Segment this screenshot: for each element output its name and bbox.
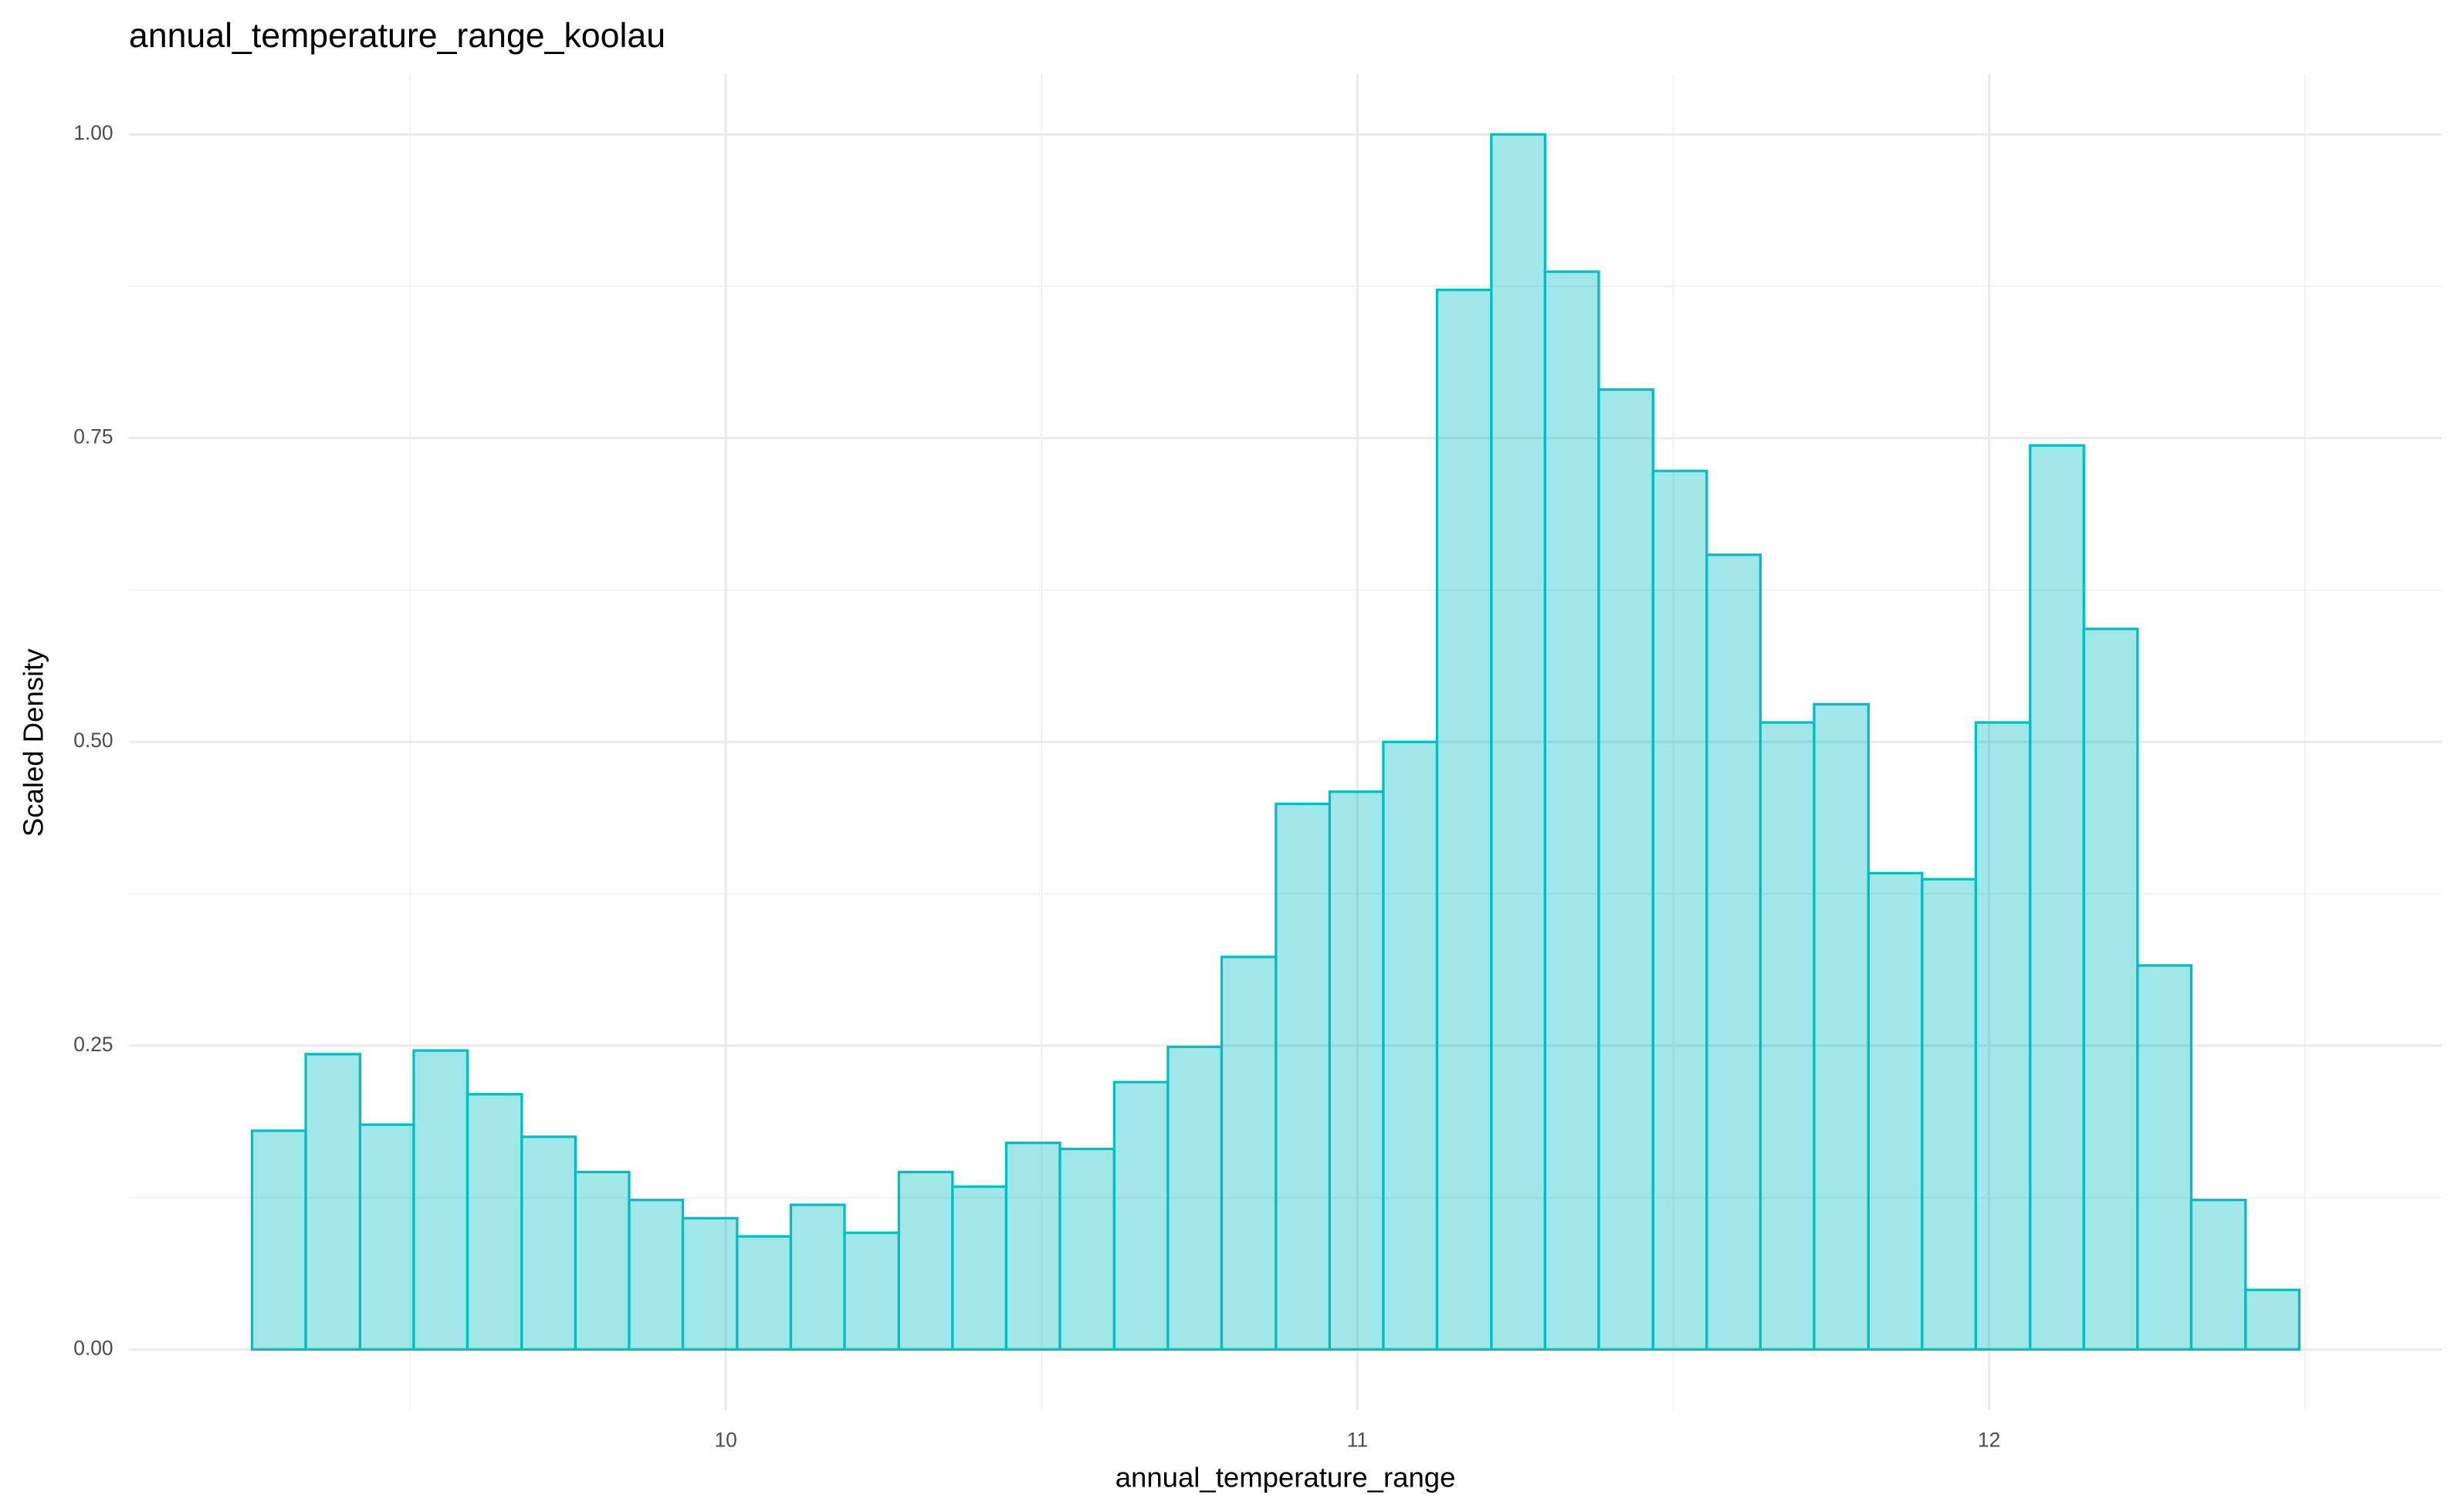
bar	[304, 1053, 361, 1351]
bar	[1921, 878, 1978, 1351]
y-axis-title: Scaled Density	[17, 648, 49, 837]
bar	[1597, 388, 1654, 1351]
bar	[250, 1129, 307, 1351]
bar	[681, 1216, 739, 1351]
x-axis-title: annual_temperature_range	[1116, 1462, 1456, 1493]
chart-title: annual_temperature_range_koolau	[129, 17, 665, 55]
bar	[1112, 1081, 1170, 1351]
bar	[1974, 721, 2032, 1351]
bar	[574, 1170, 631, 1351]
y-tick-label: 0.00	[73, 1336, 113, 1359]
y-tick-label: 0.25	[73, 1033, 113, 1056]
x-tick-label: 10	[714, 1429, 736, 1452]
y-tick-label: 0.75	[73, 425, 113, 448]
bar	[1275, 802, 1331, 1351]
bar	[2244, 1288, 2301, 1351]
bar	[951, 1185, 1008, 1351]
bar	[897, 1170, 954, 1351]
bar	[1651, 469, 1708, 1351]
bar	[1004, 1142, 1061, 1351]
bar	[1220, 956, 1278, 1351]
bar	[1543, 270, 1600, 1351]
bar	[1490, 133, 1546, 1351]
labels: 10 11 12 0.00 0.25 0.50 0.75 1.00	[73, 121, 2000, 1452]
bar	[2029, 444, 2085, 1351]
bar	[1058, 1147, 1116, 1351]
bar	[358, 1123, 415, 1351]
bar	[2189, 1199, 2247, 1351]
bars	[250, 133, 2301, 1351]
bar	[789, 1203, 846, 1351]
bar	[1867, 871, 1924, 1351]
x-tick-label: 11	[1347, 1429, 1368, 1452]
y-tick-label: 1.00	[73, 121, 113, 144]
bar	[1759, 721, 1816, 1351]
bar	[520, 1135, 577, 1351]
bar	[2082, 627, 2139, 1351]
bar	[1705, 553, 1762, 1351]
bar	[1328, 790, 1385, 1351]
bar	[1382, 740, 1439, 1351]
bar	[1435, 288, 1493, 1351]
bar	[736, 1235, 793, 1351]
bar	[2136, 964, 2193, 1351]
x-tick-label: 12	[1978, 1429, 2000, 1452]
y-tick-label: 0.50	[73, 729, 113, 752]
bar	[843, 1231, 900, 1351]
bar	[412, 1049, 469, 1351]
bar	[1813, 702, 1870, 1351]
bar	[628, 1199, 685, 1351]
bar	[1166, 1045, 1224, 1351]
bar	[466, 1093, 523, 1351]
